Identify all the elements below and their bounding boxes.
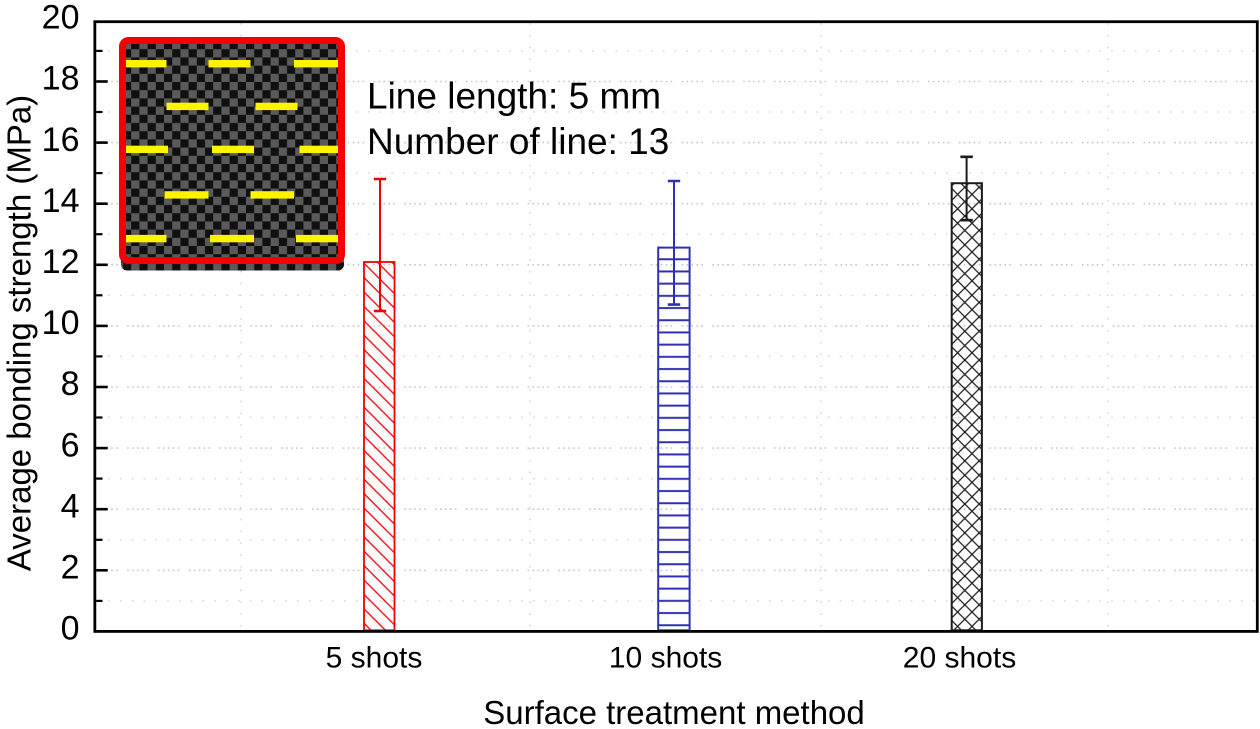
svg-text:14: 14 <box>42 182 80 220</box>
svg-text:Line length: 5 mm: Line length: 5 mm <box>367 76 661 117</box>
svg-text:Average bonding strength (MPa): Average bonding strength (MPa) <box>1 95 38 571</box>
svg-text:Number of line: 13: Number of line: 13 <box>367 121 669 162</box>
svg-text:8: 8 <box>61 365 80 403</box>
svg-text:20 shots: 20 shots <box>903 641 1016 674</box>
svg-text:0: 0 <box>61 610 80 648</box>
svg-text:Surface treatment method: Surface treatment method <box>483 694 865 729</box>
svg-text:20: 20 <box>42 0 80 37</box>
svg-text:12: 12 <box>42 243 80 281</box>
svg-text:5 shots: 5 shots <box>326 641 423 674</box>
svg-text:16: 16 <box>42 121 80 159</box>
svg-text:10: 10 <box>42 304 80 342</box>
svg-text:6: 6 <box>61 426 80 464</box>
svg-text:4: 4 <box>61 487 80 525</box>
svg-text:2: 2 <box>61 549 80 587</box>
svg-text:10 shots: 10 shots <box>609 641 722 674</box>
svg-text:18: 18 <box>42 60 80 98</box>
